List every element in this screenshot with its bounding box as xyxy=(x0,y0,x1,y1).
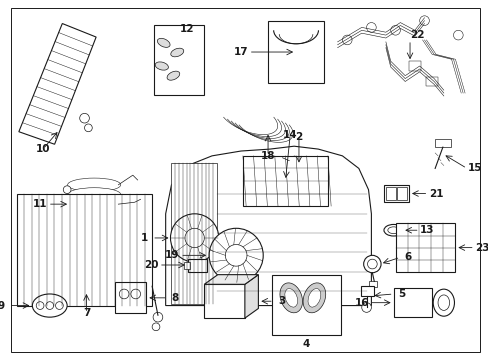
Circle shape xyxy=(63,186,71,194)
Circle shape xyxy=(36,302,44,310)
Text: 9: 9 xyxy=(0,301,5,311)
Ellipse shape xyxy=(303,283,325,313)
Bar xyxy=(187,259,207,272)
Text: 18: 18 xyxy=(260,151,275,161)
Bar xyxy=(395,224,454,272)
Circle shape xyxy=(225,244,246,266)
Text: 6: 6 xyxy=(404,252,411,262)
Text: 10: 10 xyxy=(36,144,50,154)
Ellipse shape xyxy=(383,224,403,236)
Polygon shape xyxy=(244,275,258,318)
Bar xyxy=(183,262,189,269)
Text: 1: 1 xyxy=(141,233,148,243)
Ellipse shape xyxy=(67,217,121,230)
Text: 22: 22 xyxy=(409,30,424,40)
Ellipse shape xyxy=(279,283,302,313)
Ellipse shape xyxy=(67,178,121,192)
Text: 11: 11 xyxy=(33,199,47,209)
Text: 2: 2 xyxy=(295,131,302,141)
Text: 16: 16 xyxy=(354,298,368,308)
Circle shape xyxy=(152,323,160,331)
Bar xyxy=(360,286,373,296)
Circle shape xyxy=(363,255,380,273)
Text: 19: 19 xyxy=(165,250,179,260)
Text: 8: 8 xyxy=(171,293,179,303)
Circle shape xyxy=(131,289,140,299)
Bar xyxy=(383,185,408,202)
Text: 23: 23 xyxy=(474,243,488,253)
Bar xyxy=(154,26,204,95)
Bar xyxy=(397,187,407,200)
Bar xyxy=(115,282,146,313)
Bar xyxy=(204,284,244,318)
Ellipse shape xyxy=(155,62,168,70)
Text: 13: 13 xyxy=(419,225,434,235)
Circle shape xyxy=(46,302,54,310)
Bar xyxy=(271,275,341,334)
Text: 17: 17 xyxy=(233,47,248,57)
Circle shape xyxy=(170,214,218,262)
Text: 3: 3 xyxy=(277,296,285,306)
Text: 12: 12 xyxy=(179,24,194,34)
Bar xyxy=(243,156,327,206)
Ellipse shape xyxy=(307,289,320,307)
Text: 5: 5 xyxy=(397,289,404,299)
Circle shape xyxy=(119,289,129,299)
Circle shape xyxy=(63,215,71,222)
Bar xyxy=(369,282,376,287)
Ellipse shape xyxy=(285,289,297,307)
Ellipse shape xyxy=(67,188,121,201)
Ellipse shape xyxy=(167,71,180,80)
Circle shape xyxy=(367,259,376,269)
Text: 7: 7 xyxy=(82,308,90,318)
Text: 20: 20 xyxy=(143,260,158,270)
Circle shape xyxy=(184,228,204,248)
Polygon shape xyxy=(204,275,258,284)
Circle shape xyxy=(361,303,371,312)
Polygon shape xyxy=(165,146,371,306)
Circle shape xyxy=(63,200,71,208)
Bar xyxy=(385,187,395,200)
Circle shape xyxy=(153,312,163,322)
Bar xyxy=(171,163,216,303)
Ellipse shape xyxy=(157,38,170,48)
Polygon shape xyxy=(292,156,305,175)
Ellipse shape xyxy=(214,282,257,294)
Circle shape xyxy=(209,228,263,282)
Circle shape xyxy=(56,302,63,310)
Bar xyxy=(426,77,437,86)
Bar xyxy=(408,61,420,71)
Polygon shape xyxy=(19,23,96,144)
Bar xyxy=(17,194,152,306)
Ellipse shape xyxy=(170,48,183,57)
Text: 14: 14 xyxy=(283,130,297,140)
Bar xyxy=(393,288,431,317)
Ellipse shape xyxy=(387,227,399,234)
Text: 4: 4 xyxy=(303,339,310,349)
Circle shape xyxy=(80,113,89,123)
Circle shape xyxy=(84,124,92,132)
Ellipse shape xyxy=(437,295,448,310)
Ellipse shape xyxy=(67,197,121,211)
Text: 21: 21 xyxy=(428,189,443,198)
Ellipse shape xyxy=(32,294,67,317)
Bar xyxy=(267,21,324,84)
Ellipse shape xyxy=(67,207,121,221)
Bar xyxy=(434,139,449,147)
Text: 15: 15 xyxy=(467,163,481,174)
Ellipse shape xyxy=(432,289,453,316)
